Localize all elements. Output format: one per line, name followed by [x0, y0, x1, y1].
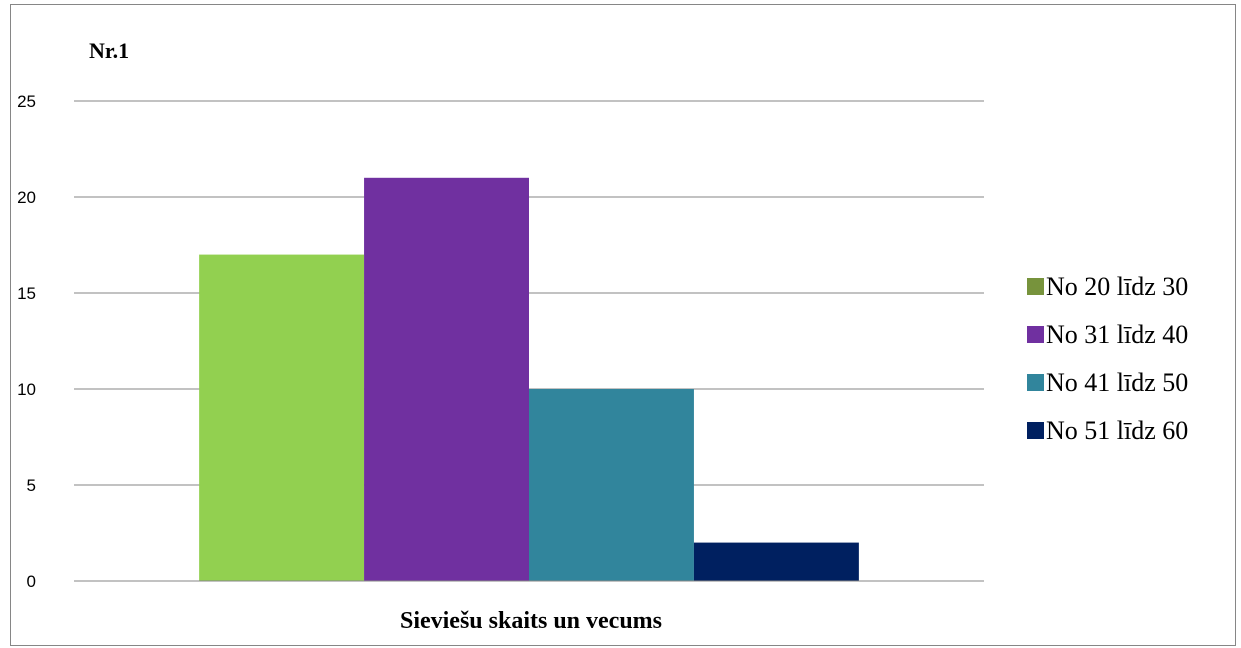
legend-swatch [1027, 422, 1044, 439]
bar-2 [364, 177, 529, 582]
legend-swatch [1027, 326, 1044, 343]
y-tick-label: 15 [17, 284, 36, 303]
y-tick-label: 20 [17, 188, 36, 207]
legend-swatch [1027, 278, 1044, 295]
bars [199, 177, 859, 582]
y-tick-label: 25 [17, 92, 36, 111]
y-tick-label: 0 [27, 572, 36, 591]
y-axis-ticks: 0 5 10 15 20 25 [17, 92, 36, 591]
legend-label: No 31 līdz 40 [1046, 320, 1188, 349]
bar-3 [529, 389, 694, 581]
legend-label: No 51 līdz 60 [1046, 416, 1188, 445]
x-axis-label: Sieviešu skaits un vecums [400, 608, 662, 634]
chart-title: Nr.1 [89, 38, 129, 63]
y-tick-label: 5 [27, 476, 36, 495]
legend-label: No 20 līdz 30 [1046, 272, 1188, 301]
bar-1 [199, 254, 365, 581]
y-tick-label: 10 [17, 380, 36, 399]
legend: No 20 līdz 30 No 31 līdz 40 No 41 līdz 50 N… [1027, 272, 1188, 445]
legend-swatch [1027, 374, 1044, 391]
legend-label: No 41 līdz 50 [1046, 368, 1188, 397]
bar-4 [693, 542, 859, 581]
